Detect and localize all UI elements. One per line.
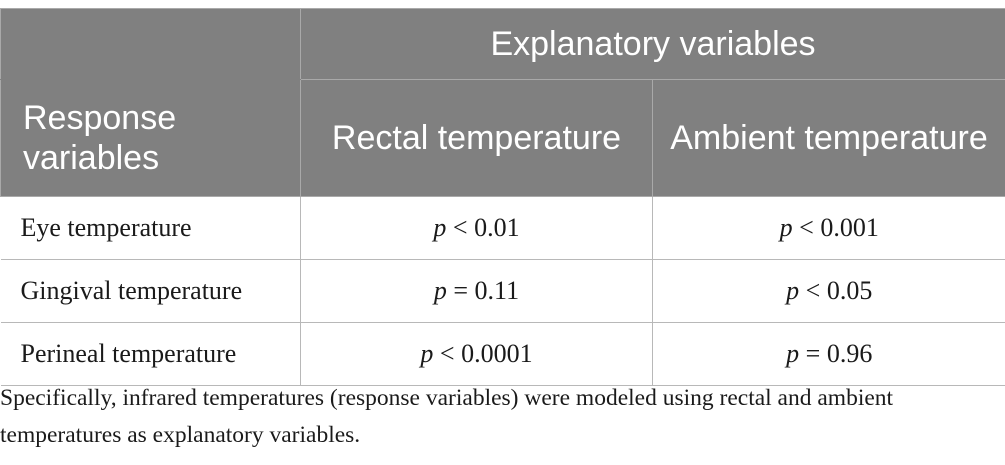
ambient-temperature-header: Ambient temperature bbox=[652, 79, 1005, 197]
ambient-p-value: p < 0.001 bbox=[652, 196, 1005, 260]
p-value-text: < 0.0001 bbox=[433, 339, 533, 368]
row-label: Perineal temperature bbox=[0, 322, 301, 386]
p-value-text: < 0.001 bbox=[792, 213, 879, 242]
p-symbol: p bbox=[786, 339, 800, 368]
explanatory-variables-header: Explanatory variables bbox=[300, 8, 1005, 80]
table-body: Eye temperature p < 0.01 p < 0.001 Gingi… bbox=[0, 196, 1005, 386]
p-symbol: p bbox=[433, 213, 447, 242]
p-symbol: p bbox=[779, 213, 793, 242]
row-label: Gingival temperature bbox=[0, 259, 301, 323]
p-value-text: < 0.01 bbox=[446, 213, 520, 242]
rectal-temperature-header: Rectal temperature bbox=[300, 79, 653, 197]
header-blank-cell bbox=[0, 8, 301, 80]
response-variables-header: Response variables bbox=[0, 79, 301, 197]
rectal-p-value: p < 0.01 bbox=[300, 196, 653, 260]
p-value-text: = 0.96 bbox=[799, 339, 873, 368]
table-row: Gingival temperature p = 0.11 p < 0.05 bbox=[0, 259, 1005, 323]
ambient-p-value: p = 0.96 bbox=[652, 322, 1005, 386]
results-table-container: Explanatory variables Response variables… bbox=[0, 8, 1005, 386]
results-table: Explanatory variables Response variables… bbox=[0, 8, 1005, 386]
header-row-group: Explanatory variables bbox=[0, 8, 1005, 80]
rectal-p-value: p = 0.11 bbox=[300, 259, 653, 323]
row-label: Eye temperature bbox=[0, 196, 301, 260]
table-footnote: Specifically, infrared temperatures (res… bbox=[0, 385, 894, 448]
rectal-p-value: p < 0.0001 bbox=[300, 322, 653, 386]
p-value-text: < 0.05 bbox=[799, 276, 873, 305]
header-row-columns: Response variables Rectal temperature Am… bbox=[0, 79, 1005, 197]
ambient-p-value: p < 0.05 bbox=[652, 259, 1005, 323]
p-symbol: p bbox=[786, 276, 800, 305]
p-symbol: p bbox=[420, 339, 434, 368]
table-row: Perineal temperature p < 0.0001 p = 0.96 bbox=[0, 322, 1005, 386]
table-row: Eye temperature p < 0.01 p < 0.001 bbox=[0, 196, 1005, 260]
p-symbol: p bbox=[433, 276, 447, 305]
table-header: Explanatory variables Response variables… bbox=[0, 8, 1005, 197]
p-value-text: = 0.11 bbox=[446, 276, 520, 305]
